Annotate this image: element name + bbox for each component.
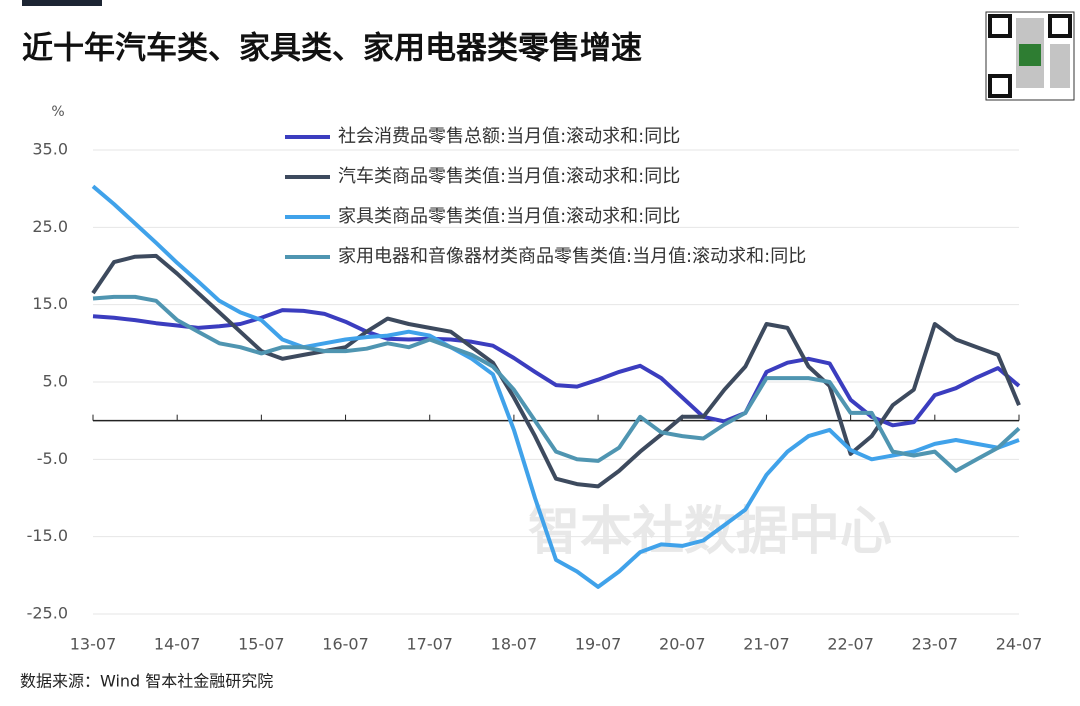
qr-code bbox=[985, 11, 1075, 101]
legend-label: 社会消费品零售总额:当月值:滚动求和:同比 bbox=[338, 126, 680, 147]
series-line bbox=[91, 253, 1021, 489]
x-tick-label: 13-07 bbox=[70, 635, 117, 654]
y-tick-label: -5.0 bbox=[37, 449, 68, 468]
y-tick-label: -25.0 bbox=[27, 604, 68, 623]
legend-label: 汽车类商品零售类值:当月值:滚动求和:同比 bbox=[338, 166, 680, 187]
y-tick-label: -15.0 bbox=[27, 526, 68, 545]
y-tick-label: 35.0 bbox=[32, 140, 68, 159]
x-tick-label: 21-07 bbox=[743, 635, 790, 654]
series-line bbox=[92, 308, 1021, 428]
x-tick-label: 17-07 bbox=[406, 635, 453, 654]
x-tick-label: 20-07 bbox=[659, 635, 706, 654]
x-tick-label: 22-07 bbox=[827, 635, 874, 654]
series-line bbox=[92, 294, 1021, 473]
chart-title: 近十年汽车类、家具类、家用电器类零售增速 bbox=[22, 31, 642, 67]
y-unit: % bbox=[51, 104, 64, 120]
x-tick-label: 18-07 bbox=[491, 635, 538, 654]
source: 数据来源：Wind 智本社金融研究院 bbox=[20, 672, 273, 691]
x-tick-label: 16-07 bbox=[322, 635, 369, 654]
x-tick-label: 24-07 bbox=[996, 635, 1043, 654]
title-bar bbox=[22, 0, 102, 6]
x-tick-label: 15-07 bbox=[238, 635, 285, 654]
series-line bbox=[91, 184, 1020, 589]
legend-label: 家用电器和音像器材类商品零售类值:当月值:滚动求和:同比 bbox=[338, 246, 806, 267]
watermark: 智本社数据中心 bbox=[528, 502, 892, 562]
legend-label: 家具类商品零售类值:当月值:滚动求和:同比 bbox=[338, 206, 680, 227]
x-tick-label: 19-07 bbox=[575, 635, 622, 654]
y-tick-label: 15.0 bbox=[32, 294, 68, 313]
x-tick-label: 23-07 bbox=[912, 635, 959, 654]
y-tick-label: 25.0 bbox=[32, 217, 68, 236]
x-tick-label: 14-07 bbox=[154, 635, 201, 654]
y-tick-label: 5.0 bbox=[43, 372, 68, 391]
